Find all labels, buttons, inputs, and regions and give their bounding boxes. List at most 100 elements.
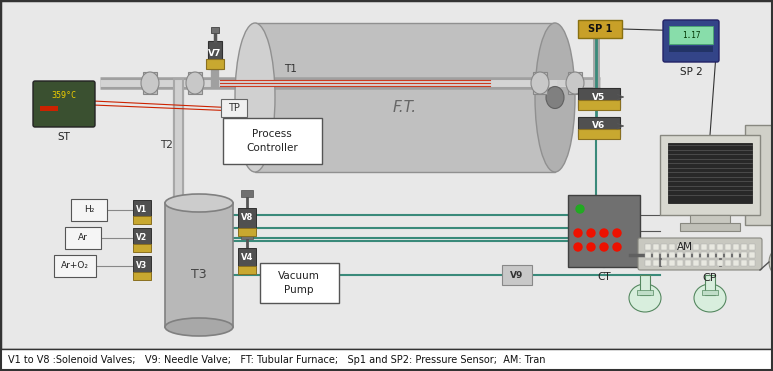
- Ellipse shape: [566, 72, 584, 94]
- Bar: [749, 252, 755, 258]
- Bar: [677, 252, 683, 258]
- Circle shape: [600, 229, 608, 237]
- Bar: [533, 72, 547, 94]
- Bar: [637, 290, 653, 295]
- FancyBboxPatch shape: [65, 227, 101, 249]
- Text: Ar: Ar: [78, 233, 88, 243]
- Ellipse shape: [141, 72, 159, 94]
- Bar: [133, 200, 151, 220]
- Circle shape: [574, 243, 582, 251]
- Bar: [717, 260, 723, 266]
- Bar: [241, 190, 253, 197]
- FancyBboxPatch shape: [663, 20, 719, 62]
- Bar: [502, 265, 532, 285]
- Bar: [669, 252, 675, 258]
- Bar: [725, 252, 731, 258]
- Bar: [709, 252, 715, 258]
- Bar: [255, 23, 555, 172]
- Text: 359°C: 359°C: [52, 92, 77, 101]
- Text: T1: T1: [284, 64, 296, 74]
- Text: V1 to V8 :Solenoid Valves;   V9: Needle Valve;   FT: Tubular Furnace;   Sp1 and : V1 to V8 :Solenoid Valves; V9: Needle Va…: [8, 355, 546, 365]
- Bar: [745, 125, 773, 225]
- Bar: [653, 260, 659, 266]
- Bar: [238, 248, 256, 270]
- Bar: [133, 216, 151, 224]
- Bar: [693, 252, 699, 258]
- Bar: [693, 244, 699, 250]
- Bar: [241, 232, 253, 239]
- Bar: [709, 244, 715, 250]
- Bar: [668, 143, 752, 203]
- Bar: [725, 244, 731, 250]
- Bar: [693, 260, 699, 266]
- Bar: [568, 195, 640, 267]
- Circle shape: [613, 243, 621, 251]
- Text: V3: V3: [137, 262, 148, 270]
- Bar: [133, 256, 151, 276]
- Bar: [741, 244, 747, 250]
- Bar: [133, 272, 151, 280]
- Text: CT: CT: [598, 272, 611, 282]
- Bar: [725, 260, 731, 266]
- Text: V9: V9: [510, 270, 523, 279]
- Bar: [238, 208, 256, 232]
- Ellipse shape: [235, 23, 275, 172]
- Bar: [709, 260, 715, 266]
- Bar: [677, 244, 683, 250]
- Text: V5: V5: [592, 92, 605, 102]
- FancyBboxPatch shape: [638, 238, 762, 270]
- Bar: [188, 72, 202, 94]
- Circle shape: [613, 229, 621, 237]
- Text: SP 1: SP 1: [587, 24, 612, 34]
- Bar: [705, 275, 715, 295]
- Circle shape: [587, 243, 595, 251]
- Bar: [640, 275, 650, 295]
- Circle shape: [576, 205, 584, 213]
- Bar: [669, 46, 713, 52]
- Text: Vacuum
Pump: Vacuum Pump: [278, 272, 320, 295]
- Text: V7: V7: [208, 49, 222, 58]
- Bar: [143, 72, 157, 94]
- Text: SP 2: SP 2: [679, 67, 703, 77]
- Ellipse shape: [165, 318, 233, 336]
- Circle shape: [587, 229, 595, 237]
- Text: 1.17: 1.17: [682, 30, 700, 39]
- Bar: [578, 117, 620, 137]
- Bar: [717, 252, 723, 258]
- Bar: [685, 244, 691, 250]
- Text: H₂: H₂: [83, 206, 94, 214]
- Circle shape: [574, 229, 582, 237]
- Bar: [578, 129, 620, 139]
- Text: ST: ST: [57, 132, 70, 142]
- Ellipse shape: [531, 72, 549, 94]
- Bar: [165, 203, 233, 327]
- Ellipse shape: [165, 194, 233, 212]
- Bar: [211, 27, 219, 33]
- FancyBboxPatch shape: [71, 199, 107, 221]
- Text: V1: V1: [137, 206, 148, 214]
- FancyBboxPatch shape: [260, 263, 339, 303]
- FancyBboxPatch shape: [54, 255, 96, 277]
- Bar: [702, 290, 718, 295]
- Bar: [701, 244, 707, 250]
- Bar: [661, 244, 667, 250]
- Text: TP: TP: [228, 103, 240, 113]
- Ellipse shape: [546, 86, 564, 108]
- Bar: [733, 260, 739, 266]
- Bar: [660, 135, 760, 215]
- Text: AM: AM: [677, 242, 693, 252]
- Bar: [680, 223, 740, 231]
- Bar: [749, 244, 755, 250]
- Bar: [661, 260, 667, 266]
- Bar: [741, 260, 747, 266]
- FancyBboxPatch shape: [221, 99, 247, 117]
- Bar: [685, 252, 691, 258]
- Bar: [0, 349, 773, 371]
- Text: F.T.: F.T.: [393, 100, 417, 115]
- Text: T3: T3: [191, 269, 207, 282]
- Bar: [133, 228, 151, 248]
- Bar: [238, 266, 256, 274]
- Ellipse shape: [535, 23, 575, 172]
- Bar: [568, 72, 582, 94]
- Text: Ar+O₂: Ar+O₂: [61, 262, 89, 270]
